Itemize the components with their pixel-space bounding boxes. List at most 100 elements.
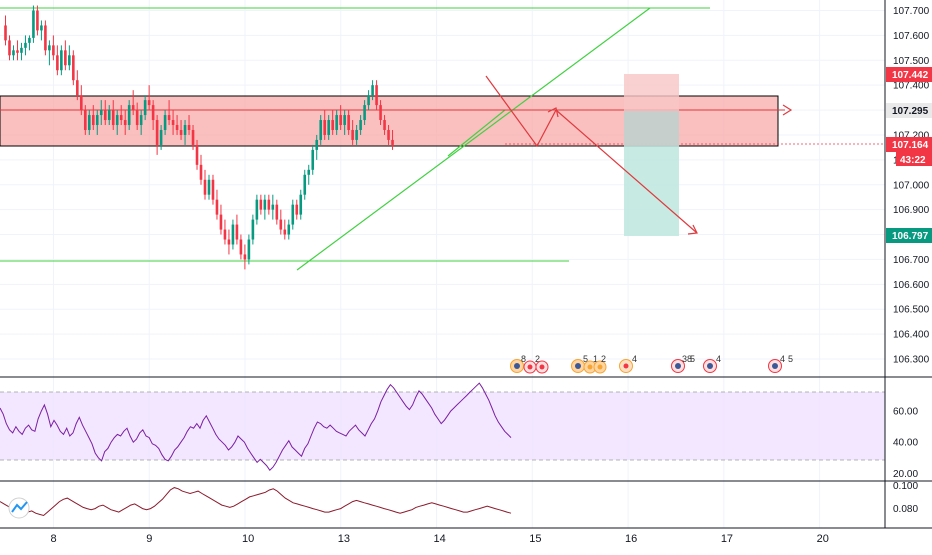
- candle: [311, 144, 315, 175]
- economic-events[interactable]: 8 2 5 1 2 4 38 5 4 4 5: [510, 354, 794, 374]
- date-tick-label: 10: [242, 533, 254, 545]
- candle: [259, 194, 263, 215]
- price-tick-label: 106.700: [893, 255, 930, 266]
- candle: [211, 174, 215, 205]
- event-flag-icon[interactable]: [703, 359, 717, 373]
- candle: [271, 194, 275, 220]
- entry-price-badge: 107.295: [886, 103, 932, 118]
- candle: [235, 214, 239, 245]
- candle: [363, 100, 366, 126]
- event-flag-icon[interactable]: [671, 359, 685, 373]
- candles: [4, 5, 394, 270]
- candle: [175, 115, 179, 135]
- stop-price-badge: 107.442: [886, 67, 932, 82]
- last-price-text: 107.164: [892, 140, 929, 151]
- projection-arrowhead-end: [687, 224, 698, 235]
- event-flag-icon[interactable]: [768, 359, 782, 373]
- candle: [87, 110, 91, 135]
- oscillator-2-panel[interactable]: [0, 487, 512, 517]
- event-flag-icon[interactable]: [523, 360, 537, 374]
- candle: [115, 110, 119, 135]
- oscillator-1-panel[interactable]: [0, 382, 885, 471]
- candle: [167, 100, 171, 126]
- candle: [72, 50, 75, 86]
- candle: [355, 125, 358, 145]
- candle: [147, 85, 151, 111]
- event-flag-icon[interactable]: [571, 359, 585, 373]
- oscillator-1-axis[interactable]: 60.00 40.00 20.00: [893, 407, 918, 480]
- candle: [24, 35, 27, 56]
- candle: [251, 214, 255, 245]
- event-flag-icon[interactable]: [510, 359, 524, 373]
- candle: [267, 194, 271, 215]
- candle: [387, 125, 390, 145]
- price-tick-label: 107.500: [893, 56, 930, 67]
- target-price-badge: 106.797: [886, 228, 932, 243]
- candle: [111, 100, 115, 130]
- candle: [20, 42, 23, 61]
- event-count: 5: [690, 354, 695, 364]
- candle: [335, 110, 338, 135]
- candle: [203, 169, 207, 200]
- oscillator-2-tick-label: 0.100: [893, 481, 918, 492]
- candle: [359, 115, 362, 135]
- entry-price-text: 107.295: [892, 106, 929, 117]
- candle: [327, 115, 330, 140]
- candle: [60, 45, 63, 76]
- candle: [383, 115, 386, 135]
- event-flag-icon[interactable]: [619, 359, 633, 373]
- candle: [183, 120, 187, 145]
- candle: [375, 80, 378, 111]
- candle: [103, 100, 107, 126]
- lower-trendline[interactable]: [447, 109, 506, 157]
- price-axis[interactable]: 107.700107.600107.500107.400107.300107.2…: [893, 6, 930, 366]
- price-tick-label: 107.000: [893, 180, 930, 191]
- candle: [16, 40, 19, 61]
- event-count: 5: [583, 354, 588, 364]
- projection-arrowhead-mid: [547, 107, 559, 118]
- price-tick-label: 106.900: [893, 205, 930, 216]
- date-tick-label: 15: [529, 533, 541, 545]
- candle: [68, 45, 71, 71]
- candle: [371, 80, 374, 101]
- candle: [315, 134, 319, 160]
- candle: [151, 100, 155, 130]
- candle: [219, 204, 223, 235]
- candle: [95, 110, 99, 135]
- date-tick-label: 20: [817, 533, 829, 545]
- oscillator-1-band: [0, 392, 885, 460]
- ascending-trendline[interactable]: [296, 7, 651, 271]
- event-flag-icon[interactable]: [593, 360, 607, 374]
- candle: [215, 189, 219, 220]
- oscillator-2-axis[interactable]: 0.100 0.080: [893, 481, 918, 515]
- price-tick-label: 107.400: [893, 81, 930, 92]
- candle: [295, 199, 299, 220]
- candle: [48, 40, 51, 66]
- oscillator-1-tick-label: 20.00: [893, 469, 918, 480]
- candle: [12, 45, 15, 61]
- candle: [319, 115, 323, 145]
- event-count: 4: [780, 354, 785, 364]
- candle: [263, 194, 267, 220]
- candle: [275, 199, 279, 225]
- position-stop-zone[interactable]: [624, 74, 679, 111]
- event-flag-icon[interactable]: [535, 360, 549, 374]
- price-drawings[interactable]: [0, 7, 885, 271]
- candle: [52, 35, 55, 61]
- candle: [299, 189, 303, 220]
- candle: [239, 234, 243, 260]
- projection-path[interactable]: [485, 75, 698, 234]
- candle: [40, 20, 43, 41]
- price-tick-label: 107.700: [893, 6, 930, 17]
- time-axis[interactable]: 8 9 10 13 14 15 16 17 20: [51, 533, 829, 545]
- candle: [163, 110, 167, 135]
- candle: [283, 219, 287, 240]
- event-count: 4: [632, 354, 637, 364]
- candle: [351, 120, 354, 145]
- candle: [247, 234, 251, 265]
- oscillator-1-tick-label: 40.00: [893, 438, 918, 449]
- event-count: 2: [601, 354, 606, 364]
- price-tick-label: 106.300: [893, 355, 930, 366]
